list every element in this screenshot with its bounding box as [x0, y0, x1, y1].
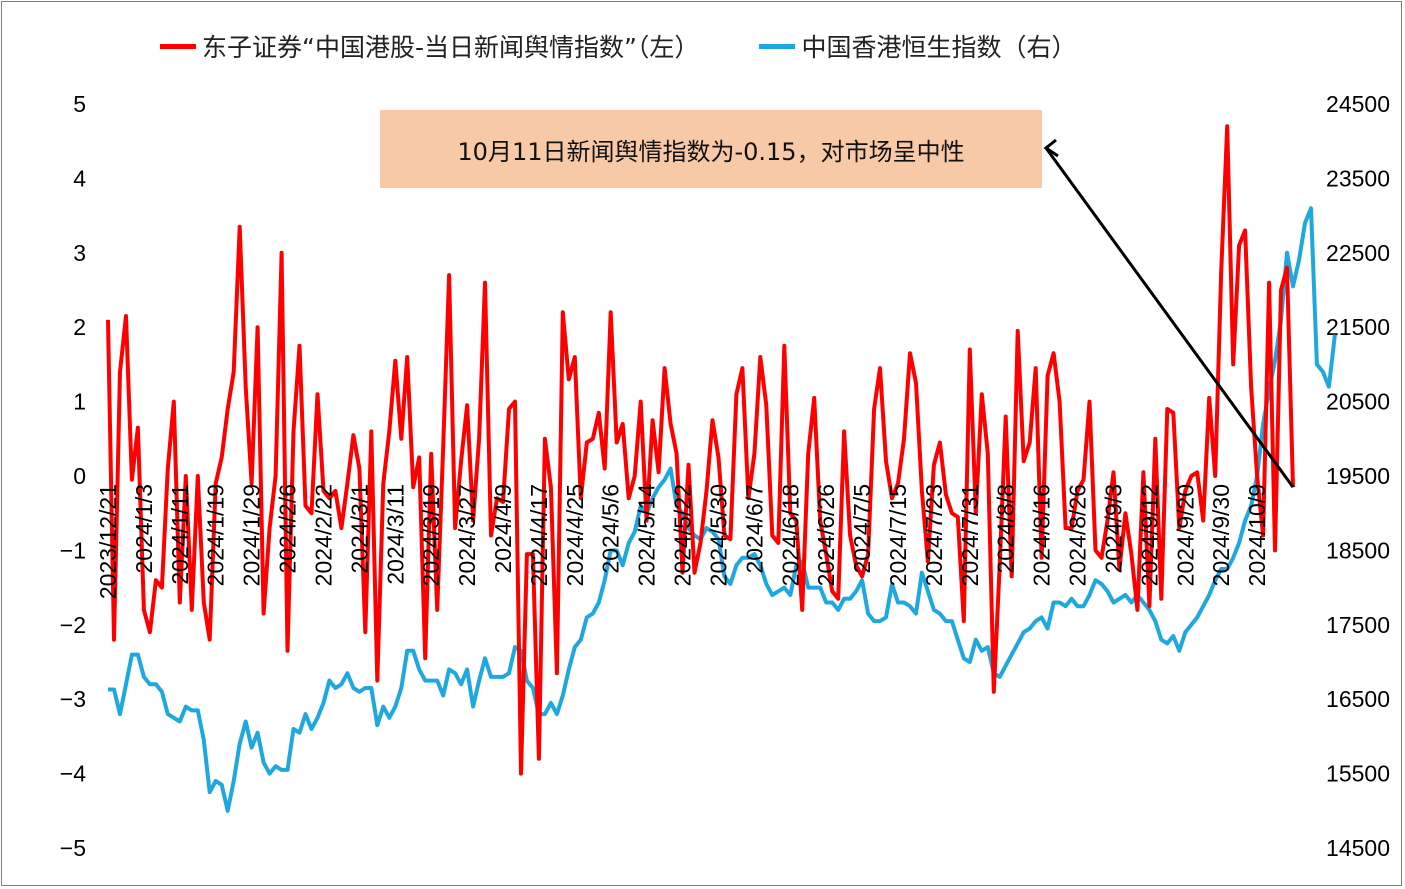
- x-tick-label: 2024/5/6: [598, 484, 624, 574]
- legend-item-sentiment: 东子证券“中国港股-当日新闻舆情指数”（左）: [160, 28, 699, 64]
- left-tick-label: −1: [60, 537, 86, 563]
- x-tick-label: 2024/7/15: [885, 484, 911, 586]
- x-tick-label: 2024/5/14: [634, 484, 660, 587]
- left-tick-label: −2: [60, 612, 86, 638]
- x-tick-label: 2024/3/19: [418, 484, 444, 586]
- annotation-text: 10月11日新闻舆情指数为-0.15，对市场呈中性: [457, 137, 965, 166]
- x-tick-label: 2024/1/29: [239, 484, 265, 586]
- x-tick-label: 2024/9/3: [1101, 484, 1127, 574]
- x-tick-label: 2024/2/22: [311, 484, 337, 586]
- series-sentiment-line: [106, 124, 1295, 776]
- left-tick-label: 4: [73, 165, 86, 191]
- legend: 东子证券“中国港股-当日新闻舆情指数”（左） 中国香港恒生指数（右）: [160, 28, 1300, 64]
- x-tick-label: 2024/6/7: [741, 484, 767, 574]
- left-tick-label: −5: [60, 835, 86, 861]
- right-tick-label: 22500: [1326, 240, 1390, 266]
- annotation-layer: [1043, 138, 1295, 489]
- x-tick-label: 2024/7/23: [921, 484, 947, 586]
- legend-label-sentiment: 东子证券“中国港股-当日新闻舆情指数”（左）: [202, 33, 700, 62]
- right-tick-label: 17500: [1326, 612, 1390, 638]
- x-tick-label: 2024/5/30: [706, 484, 732, 586]
- x-tick-label: 2024/1/3: [131, 484, 157, 574]
- x-tick-label: 2023/12/21: [95, 484, 121, 599]
- x-tick-label: 2024/6/18: [777, 484, 803, 586]
- x-tick-label: 2024/3/27: [454, 484, 480, 586]
- series-hsi-line: [108, 206, 1337, 813]
- x-tick-label: 2024/5/22: [670, 484, 696, 586]
- annotation-arrow: [1044, 147, 1295, 489]
- right-tick-label: 19500: [1326, 463, 1390, 489]
- legend-label-hsi: 中国香港恒生指数（右）: [801, 33, 1077, 62]
- x-tick-label: 2024/4/17: [526, 484, 552, 586]
- left-tick-label: 0: [73, 463, 86, 489]
- right-tick-label: 18500: [1326, 537, 1390, 563]
- left-tick-label: 3: [73, 240, 86, 266]
- x-tick-label: 2024/10/9: [1244, 484, 1270, 586]
- x-tick-label: 2024/8/16: [1029, 484, 1055, 586]
- right-axis: 2450023500225002150020500195001850017500…: [1326, 91, 1390, 861]
- x-tick-label: 2024/2/6: [275, 484, 301, 574]
- x-tick-label: 2024/7/31: [957, 484, 983, 586]
- right-tick-label: 20500: [1326, 389, 1390, 415]
- x-tick-label: 2024/4/9: [490, 484, 516, 574]
- annotation-box: 10月11日新闻舆情指数为-0.15，对市场呈中性: [380, 110, 1042, 188]
- x-tick-label: 2024/7/5: [849, 484, 875, 574]
- annotation-arrow-head: [1043, 138, 1059, 158]
- series-layer: [106, 124, 1337, 813]
- x-tick-label: 2024/9/12: [1136, 484, 1162, 586]
- left-tick-label: 2: [73, 314, 86, 340]
- legend-swatch-hsi: [759, 43, 796, 49]
- x-tick-label: 2024/9/20: [1172, 484, 1198, 586]
- left-axis: 5 4 3 2 1 0 −1 −2 −3 −4 −5: [60, 91, 86, 861]
- x-axis: 2023/12/21 2024/1/3 2024/1/11 2024/1/19 2024…: [95, 484, 1270, 599]
- x-tick-label: 2024/3/1: [346, 484, 372, 574]
- x-tick-label: 2024/9/30: [1208, 484, 1234, 586]
- right-tick-label: 24500: [1326, 91, 1390, 117]
- left-tick-label: 1: [73, 389, 86, 415]
- right-tick-label: 16500: [1326, 686, 1390, 712]
- x-tick-label: 2024/6/26: [813, 484, 839, 586]
- x-tick-label: 2024/3/11: [382, 484, 408, 585]
- left-tick-label: −4: [60, 761, 86, 787]
- x-tick-label: 2024/1/19: [203, 484, 229, 586]
- legend-swatch-sentiment: [160, 43, 196, 49]
- x-tick-label: 2024/1/11: [167, 484, 193, 585]
- x-tick-label: 2024/8/26: [1065, 484, 1091, 586]
- x-tick-label: 2024/4/25: [562, 484, 588, 586]
- legend-item-hsi: 中国香港恒生指数（右）: [759, 28, 1076, 64]
- right-tick-label: 15500: [1326, 761, 1390, 787]
- left-tick-label: 5: [73, 91, 86, 117]
- right-tick-label: 23500: [1326, 165, 1390, 191]
- x-tick-label: 2024/8/8: [993, 484, 1019, 574]
- left-tick-label: −3: [60, 686, 86, 712]
- right-tick-label: 14500: [1326, 835, 1390, 861]
